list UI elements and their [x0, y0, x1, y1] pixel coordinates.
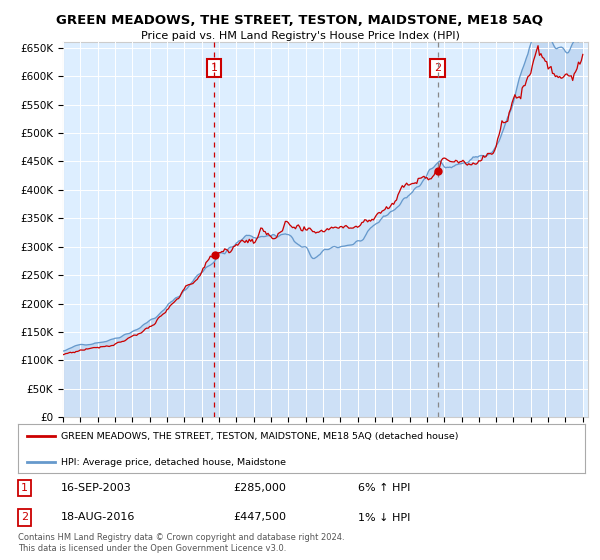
Text: HPI: Average price, detached house, Maidstone: HPI: Average price, detached house, Maid… — [61, 458, 286, 467]
Text: 1% ↓ HPI: 1% ↓ HPI — [358, 512, 410, 522]
Text: £285,000: £285,000 — [233, 483, 286, 493]
Text: Price paid vs. HM Land Registry's House Price Index (HPI): Price paid vs. HM Land Registry's House … — [140, 31, 460, 41]
Text: GREEN MEADOWS, THE STREET, TESTON, MAIDSTONE, ME18 5AQ (detached house): GREEN MEADOWS, THE STREET, TESTON, MAIDS… — [61, 432, 458, 441]
Text: £447,500: £447,500 — [233, 512, 286, 522]
Text: 16-SEP-2003: 16-SEP-2003 — [61, 483, 131, 493]
Text: 18-AUG-2016: 18-AUG-2016 — [61, 512, 135, 522]
Text: 2: 2 — [21, 512, 28, 522]
Text: 1: 1 — [22, 483, 28, 493]
Text: Contains HM Land Registry data © Crown copyright and database right 2024.
This d: Contains HM Land Registry data © Crown c… — [18, 533, 344, 553]
Text: 1: 1 — [211, 63, 217, 73]
Text: 2: 2 — [434, 63, 442, 73]
Text: 6% ↑ HPI: 6% ↑ HPI — [358, 483, 410, 493]
Text: GREEN MEADOWS, THE STREET, TESTON, MAIDSTONE, ME18 5AQ: GREEN MEADOWS, THE STREET, TESTON, MAIDS… — [56, 14, 544, 27]
